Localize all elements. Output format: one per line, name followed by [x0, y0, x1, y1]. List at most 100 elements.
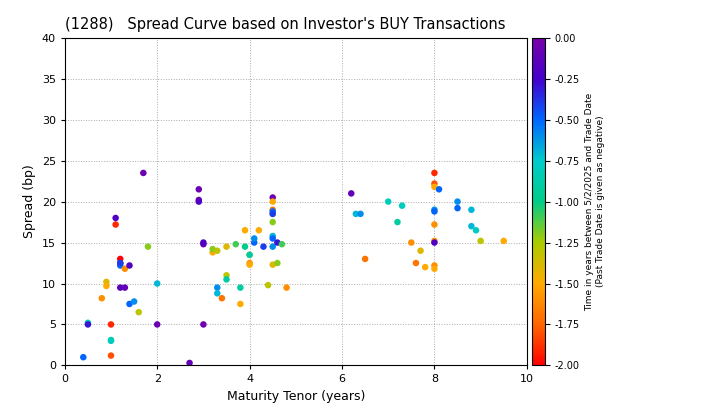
- Point: [151, 321, 163, 328]
- Point: [271, 239, 283, 246]
- Point: [267, 261, 279, 268]
- Point: [262, 282, 274, 289]
- Point: [101, 283, 112, 289]
- Point: [410, 260, 422, 266]
- Point: [428, 265, 440, 272]
- Point: [267, 198, 279, 205]
- X-axis label: Maturity Tenor (years): Maturity Tenor (years): [227, 390, 365, 403]
- Point: [193, 186, 204, 193]
- Point: [470, 227, 482, 234]
- Point: [396, 202, 408, 209]
- Point: [124, 301, 135, 307]
- Point: [128, 298, 140, 305]
- Point: [355, 210, 366, 217]
- Point: [133, 309, 145, 315]
- Point: [428, 208, 440, 215]
- Point: [82, 321, 94, 328]
- Point: [428, 180, 440, 187]
- Point: [248, 235, 260, 242]
- Point: [267, 207, 279, 213]
- Point: [267, 243, 279, 250]
- Point: [267, 219, 279, 226]
- Point: [428, 221, 440, 228]
- Point: [244, 260, 256, 266]
- Point: [433, 186, 445, 193]
- Point: [235, 284, 246, 291]
- Point: [119, 284, 130, 291]
- Point: [428, 184, 440, 190]
- Point: [253, 227, 265, 234]
- Point: [428, 262, 440, 269]
- Y-axis label: Spread (bp): Spread (bp): [23, 165, 36, 239]
- Point: [198, 241, 210, 247]
- Point: [212, 247, 223, 254]
- Point: [207, 246, 218, 252]
- Point: [235, 301, 246, 307]
- Point: [239, 243, 251, 250]
- Point: [114, 255, 126, 262]
- Point: [239, 227, 251, 234]
- Point: [143, 243, 154, 250]
- Point: [82, 320, 94, 326]
- Point: [105, 337, 117, 344]
- Point: [244, 252, 256, 258]
- Y-axis label: Time in years between 5/2/2025 and Trade Date
(Past Trade Date is given as negat: Time in years between 5/2/2025 and Trade…: [585, 92, 605, 311]
- Point: [428, 207, 440, 213]
- Point: [221, 243, 233, 250]
- Text: (1288)   Spread Curve based on Investor's BUY Transactions: (1288) Spread Curve based on Investor's …: [65, 18, 505, 32]
- Point: [258, 243, 269, 250]
- Point: [346, 190, 357, 197]
- Point: [428, 239, 440, 246]
- Point: [212, 284, 223, 291]
- Point: [405, 239, 417, 246]
- Point: [105, 321, 117, 328]
- Point: [114, 284, 126, 291]
- Point: [193, 198, 204, 205]
- Point: [244, 261, 256, 268]
- Point: [498, 238, 510, 244]
- Point: [466, 207, 477, 213]
- Point: [267, 208, 279, 215]
- Point: [184, 360, 195, 366]
- Point: [420, 264, 431, 270]
- Point: [382, 198, 394, 205]
- Point: [114, 260, 126, 266]
- Point: [415, 247, 426, 254]
- Point: [114, 262, 126, 269]
- Point: [221, 276, 233, 283]
- Point: [267, 233, 279, 239]
- Point: [271, 260, 283, 266]
- Point: [110, 221, 122, 228]
- Point: [193, 197, 204, 203]
- Point: [350, 210, 361, 217]
- Point: [392, 219, 403, 226]
- Point: [119, 265, 130, 272]
- Point: [110, 215, 122, 221]
- Point: [244, 252, 256, 258]
- Point: [230, 241, 241, 247]
- Point: [114, 260, 126, 266]
- Point: [221, 272, 233, 279]
- Point: [359, 255, 371, 262]
- Point: [267, 194, 279, 201]
- Point: [96, 295, 107, 302]
- Point: [101, 278, 112, 285]
- Point: [267, 210, 279, 217]
- Point: [198, 239, 210, 246]
- Point: [267, 210, 279, 217]
- Point: [451, 198, 463, 205]
- Point: [451, 205, 463, 212]
- Point: [198, 321, 210, 328]
- Point: [212, 290, 223, 297]
- Point: [428, 170, 440, 176]
- Point: [105, 338, 117, 344]
- Point: [267, 235, 279, 242]
- Point: [78, 354, 89, 360]
- Point: [105, 352, 117, 359]
- Point: [207, 249, 218, 256]
- Point: [248, 239, 260, 246]
- Point: [428, 238, 440, 244]
- Point: [281, 284, 292, 291]
- Point: [124, 262, 135, 269]
- Point: [466, 223, 477, 229]
